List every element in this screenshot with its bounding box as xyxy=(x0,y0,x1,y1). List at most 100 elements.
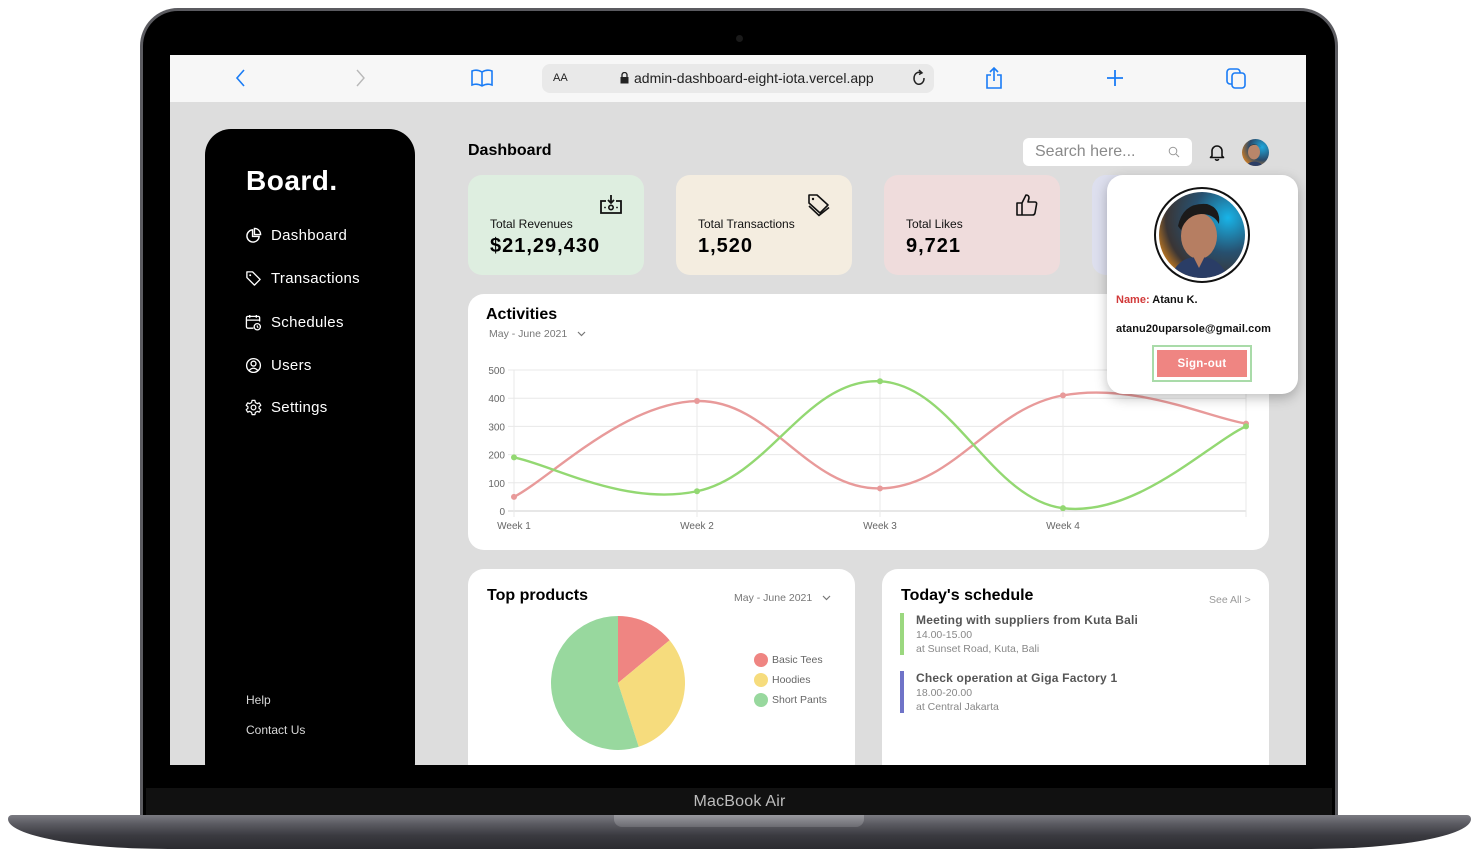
sidebar-item-settings[interactable]: Settings xyxy=(245,399,328,416)
profile-name: Name: Atanu K. xyxy=(1116,294,1198,306)
sidebar-item-label: Schedules xyxy=(271,314,344,331)
sidebar: Board. Dashboard Transactions Schedules … xyxy=(205,129,415,765)
search-icon[interactable] xyxy=(1168,146,1180,158)
sidebar-item-dashboard[interactable]: Dashboard xyxy=(245,227,347,244)
sidebar-item-transactions[interactable]: Transactions xyxy=(245,270,360,287)
sidebar-item-label: Dashboard xyxy=(271,227,348,244)
pie-slice xyxy=(618,616,670,683)
schedule-item-time: 14.00-15.00 xyxy=(916,629,973,641)
sidebar-item-label: Users xyxy=(271,357,312,374)
legend-item-hoodies: Hoodies xyxy=(754,673,811,687)
sidebar-item-users[interactable]: Users xyxy=(245,357,312,374)
signout-focus-ring: Sign-out xyxy=(1152,345,1252,382)
chevron-down-icon xyxy=(822,595,831,601)
profile-name-key: Name: xyxy=(1116,294,1150,306)
user-circle-icon xyxy=(245,357,262,374)
svg-text:500: 500 xyxy=(488,366,505,377)
schedule-title: Today's schedule xyxy=(901,587,1034,604)
legend-label: Basic Tees xyxy=(772,654,823,666)
stat-card-transactions: Total Transactions 1,520 xyxy=(676,175,852,275)
brand-logo: Board. xyxy=(246,165,338,196)
legend-swatch xyxy=(754,693,768,707)
lock-icon xyxy=(620,72,629,84)
share-icon[interactable] xyxy=(981,65,1007,91)
reader-button[interactable]: AA xyxy=(553,72,568,84)
svg-text:300: 300 xyxy=(488,422,505,433)
legend-label: Short Pants xyxy=(772,694,827,706)
contact-us-link[interactable]: Contact Us xyxy=(246,723,306,737)
svg-text:Week 3: Week 3 xyxy=(863,521,897,532)
sidebar-item-schedules[interactable]: Schedules xyxy=(245,314,344,331)
profile-avatar xyxy=(1154,187,1250,283)
laptop-chin xyxy=(146,788,1332,816)
avatar[interactable] xyxy=(1242,139,1269,166)
sidebar-item-label: Settings xyxy=(271,399,328,416)
card-label: Total Likes xyxy=(906,217,963,231)
page-title: Dashboard xyxy=(468,142,552,159)
tabs-icon[interactable] xyxy=(1223,65,1249,91)
svg-text:100: 100 xyxy=(488,479,505,490)
pie-chart-icon xyxy=(246,227,262,243)
search-box xyxy=(1023,138,1192,166)
calendar-clock-icon xyxy=(245,314,262,331)
camera xyxy=(736,35,743,42)
schedule-item-title: Check operation at Giga Factory 1 xyxy=(916,671,1118,685)
schedule-item-location: at Central Jakarta xyxy=(916,701,999,713)
activities-range-dropdown[interactable]: May - June 2021 xyxy=(489,328,586,340)
address-bar[interactable]: AA admin-dashboard-eight-iota.vercel.app xyxy=(542,64,934,93)
range-label: May - June 2021 xyxy=(489,328,568,340)
top-products-pie-chart xyxy=(550,616,685,750)
see-all-link[interactable]: See All > xyxy=(1209,594,1251,606)
stat-card-likes: Total Likes 9,721 xyxy=(884,175,1060,275)
svg-text:200: 200 xyxy=(488,451,505,462)
schedule-item-time: 18.00-20.00 xyxy=(916,687,973,699)
svg-text:0: 0 xyxy=(499,507,505,518)
schedule-item-title: Meeting with suppliers from Kuta Bali xyxy=(916,613,1139,627)
top-products-range-dropdown[interactable]: May - June 2021 xyxy=(734,592,831,604)
schedule-item[interactable]: Meeting with suppliers from Kuta Bali 14… xyxy=(900,613,1138,655)
legend-label: Hoodies xyxy=(772,674,811,686)
tag-icon xyxy=(808,194,830,217)
pie-slice xyxy=(618,640,685,747)
svg-text:Week 1: Week 1 xyxy=(497,521,531,532)
search-input[interactable] xyxy=(1035,142,1163,162)
reload-icon[interactable] xyxy=(909,68,929,88)
laptop-notch xyxy=(614,815,864,827)
card-label: Total Revenues xyxy=(490,217,573,231)
card-value: $21,29,430 xyxy=(490,235,601,257)
new-tab-icon[interactable] xyxy=(1102,65,1128,91)
help-link[interactable]: Help xyxy=(246,693,271,707)
legend-swatch xyxy=(754,653,768,667)
forward-icon[interactable] xyxy=(348,65,374,91)
browser-toolbar: AA admin-dashboard-eight-iota.vercel.app xyxy=(170,55,1306,102)
range-label: May - June 2021 xyxy=(734,592,813,604)
bell-icon[interactable] xyxy=(1208,143,1226,161)
svg-text:400: 400 xyxy=(488,394,505,405)
legend-swatch xyxy=(754,673,768,687)
url: admin-dashboard-eight-iota.vercel.app xyxy=(620,70,874,86)
stat-card-revenues: Total Revenues $21,29,430 xyxy=(468,175,644,275)
schedule-item[interactable]: Check operation at Giga Factory 1 18.00-… xyxy=(900,671,1117,713)
top-products-panel: Top products May - June 2021 Basic Tees … xyxy=(468,569,855,765)
sign-out-button[interactable]: Sign-out xyxy=(1157,350,1247,377)
svg-text:Week 4: Week 4 xyxy=(1046,521,1080,532)
bookmarks-icon[interactable] xyxy=(469,65,495,91)
schedule-panel: Today's schedule See All > Meeting with … xyxy=(882,569,1269,765)
legend-item-basic-tees: Basic Tees xyxy=(754,653,823,667)
activities-panel: Activities May - June 2021 0 100 200 300 400… xyxy=(468,294,1269,550)
profile-popup: Name: Atanu K. atanu20uparsole@gmail.com… xyxy=(1107,175,1298,394)
profile-email: atanu20uparsole@gmail.com xyxy=(1116,323,1272,335)
svg-text:Week 2: Week 2 xyxy=(680,521,714,532)
activities-title: Activities xyxy=(486,306,558,323)
pie-slice xyxy=(550,616,639,750)
profile-name-value: Atanu K. xyxy=(1152,294,1198,306)
device-label: MacBook Air xyxy=(693,793,786,810)
legend-item-short-pants: Short Pants xyxy=(754,693,827,707)
gear-icon xyxy=(245,399,262,416)
back-icon[interactable] xyxy=(227,65,253,91)
sidebar-item-label: Transactions xyxy=(271,270,360,287)
money-deposit-icon xyxy=(600,195,622,214)
url-text: admin-dashboard-eight-iota.vercel.app xyxy=(634,70,874,86)
card-value: 1,520 xyxy=(698,235,754,257)
